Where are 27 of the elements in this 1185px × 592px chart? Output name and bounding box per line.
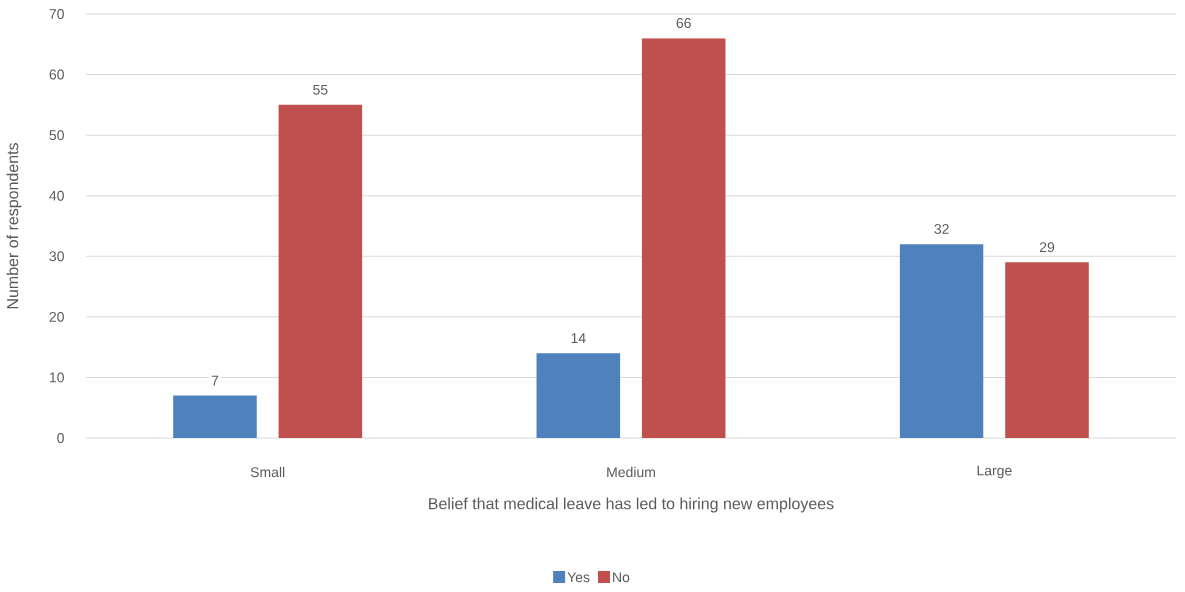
x-tick-label: Medium xyxy=(607,466,655,478)
data-label: 55 xyxy=(313,84,328,95)
y-tick-label: 30 xyxy=(49,251,64,262)
data-label: 29 xyxy=(1039,242,1055,253)
legend-label: Yes xyxy=(567,572,590,583)
x-axis-title: Belief that medical leave has led to hiring new employees xyxy=(429,497,834,513)
bar xyxy=(899,244,984,438)
data-label: 66 xyxy=(676,18,691,29)
bar xyxy=(173,395,257,438)
data-label: 32 xyxy=(934,224,949,234)
bar xyxy=(278,104,363,438)
x-tick-label: Large xyxy=(977,465,1012,479)
data-label: 7 xyxy=(211,375,219,386)
legend-label: No xyxy=(613,572,630,583)
y-tick-label: 60 xyxy=(49,69,64,80)
y-axis-title: Number of respondents xyxy=(6,143,22,309)
bar xyxy=(1005,262,1089,438)
y-tick-label: 70 xyxy=(49,9,64,19)
x-tick-label: Small xyxy=(250,466,285,478)
y-tick-label: 10 xyxy=(49,372,64,383)
y-tick-label: 0 xyxy=(57,433,64,443)
data-label: 14 xyxy=(571,333,586,343)
bar xyxy=(641,38,726,438)
y-tick-label: 40 xyxy=(49,190,64,201)
y-tick-label: 50 xyxy=(49,130,64,141)
y-tick-label: 20 xyxy=(49,311,64,322)
bar xyxy=(536,353,621,438)
